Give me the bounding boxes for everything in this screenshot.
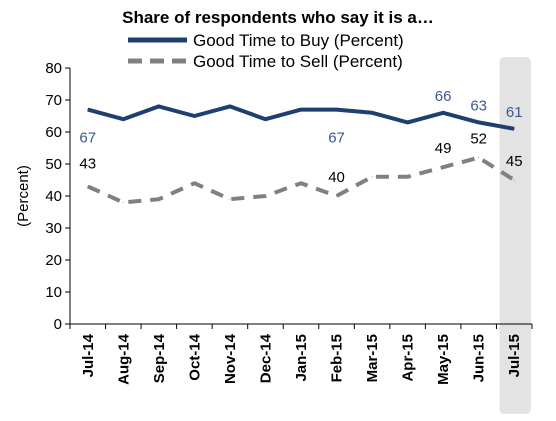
data-point-good-time-to-sell-percent-jul-14 xyxy=(87,185,89,187)
x-tick-label-apr-15: Apr-15 xyxy=(400,334,417,382)
data-label-sell-jul-15: 45 xyxy=(506,153,523,170)
data-point-good-time-to-buy-percent-nov-14 xyxy=(229,105,231,107)
y-tick-label: 60 xyxy=(45,124,62,141)
series-line-good-time-to-sell-percent xyxy=(86,155,516,205)
data-point-good-time-to-sell-percent-aug-14 xyxy=(122,201,124,203)
legend-label-good-time-to-buy-percent: Good Time to Buy (Percent) xyxy=(193,31,404,50)
x-tick-label-oct-14: Oct-14 xyxy=(186,333,203,380)
highlight-band-jul-15 xyxy=(499,57,531,414)
x-tick-label-feb-15: Feb-15 xyxy=(329,334,346,382)
data-point-good-time-to-buy-percent-aug-14 xyxy=(122,118,124,120)
data-label-sell-jun-15: 52 xyxy=(470,131,487,148)
data-point-good-time-to-buy-percent-jul-14 xyxy=(87,109,89,111)
y-axis-label: (Percent) xyxy=(15,165,32,227)
data-point-good-time-to-sell-percent-jul-15 xyxy=(513,179,515,181)
x-tick-label-sep-14: Sep-14 xyxy=(151,333,168,383)
data-label-sell-feb-15: 40 xyxy=(328,169,345,186)
data-point-good-time-to-buy-percent-feb-15 xyxy=(336,109,338,111)
y-tick-label: 30 xyxy=(45,220,62,237)
y-tick-label: 0 xyxy=(54,316,62,333)
chart-title: Share of respondents who say it is a… xyxy=(122,8,434,27)
x-tick-label-mar-15: Mar-15 xyxy=(364,334,381,382)
data-label-buy-jul-15: 61 xyxy=(506,104,523,121)
data-label-sell-may-15: 49 xyxy=(435,140,452,157)
x-tick-label-may-15: May-15 xyxy=(435,334,452,385)
data-point-good-time-to-sell-percent-sep-14 xyxy=(158,198,160,200)
data-point-good-time-to-sell-percent-mar-15 xyxy=(371,176,373,178)
data-point-good-time-to-sell-percent-jun-15 xyxy=(478,157,480,159)
data-point-good-time-to-sell-percent-may-15 xyxy=(442,166,444,168)
data-point-good-time-to-sell-percent-feb-15 xyxy=(336,195,338,197)
data-point-good-time-to-buy-percent-may-15 xyxy=(442,112,444,114)
legend: Good Time to Buy (Percent) Good Time to S… xyxy=(128,31,404,71)
y-tick-label: 10 xyxy=(45,284,62,301)
x-axis: Jul-14 Aug-14 Sep-14 Oct-14 Nov-14 Dec-14 Jan-… xyxy=(69,323,533,385)
x-tick-label-aug-14: Aug-14 xyxy=(115,333,132,384)
x-tick-label-dec-14: Dec-14 xyxy=(257,333,274,383)
x-tick-label-jul-14: Jul-14 xyxy=(80,333,97,377)
data-point-good-time-to-buy-percent-dec-14 xyxy=(264,118,266,120)
series-lines xyxy=(86,104,516,205)
data-point-good-time-to-buy-percent-apr-15 xyxy=(407,121,409,123)
x-tick-label-jul-15: Jul-15 xyxy=(506,334,523,377)
y-tick-label: 40 xyxy=(45,188,62,205)
data-point-good-time-to-sell-percent-jan-15 xyxy=(300,182,302,184)
data-point-good-time-to-buy-percent-jan-15 xyxy=(300,109,302,111)
data-point-good-time-to-buy-percent-jun-15 xyxy=(478,121,480,123)
x-tick-label-nov-14: Nov-14 xyxy=(222,333,239,384)
x-tick-label-jan-15: Jan-15 xyxy=(293,334,310,382)
y-tick-label: 50 xyxy=(45,156,62,173)
legend-label-good-time-to-sell-percent: Good Time to Sell (Percent) xyxy=(193,52,403,71)
data-point-good-time-to-buy-percent-sep-14 xyxy=(158,105,160,107)
data-label-buy-feb-15: 67 xyxy=(328,130,345,147)
x-tick-label-jun-15: Jun-15 xyxy=(471,334,488,382)
data-point-good-time-to-buy-percent-jul-15 xyxy=(513,128,515,130)
data-labels: 67 67 66 63 61 43 40 49 52 45 xyxy=(79,88,522,186)
data-point-good-time-to-sell-percent-dec-14 xyxy=(264,195,266,197)
data-label-buy-jun-15: 63 xyxy=(470,97,487,114)
data-label-buy-may-15: 66 xyxy=(435,88,452,105)
data-point-good-time-to-buy-percent-mar-15 xyxy=(371,112,373,114)
data-label-sell-jul-14: 43 xyxy=(79,155,96,172)
y-tick-label: 80 xyxy=(45,60,62,77)
data-point-good-time-to-buy-percent-oct-14 xyxy=(193,115,195,117)
data-point-good-time-to-sell-percent-oct-14 xyxy=(193,182,195,184)
data-label-buy-jul-14: 67 xyxy=(79,130,96,147)
y-axis: 0 10 20 30 40 50 60 70 80 xyxy=(45,60,71,333)
y-tick-label: 20 xyxy=(45,252,62,269)
y-tick-label: 70 xyxy=(45,92,62,109)
data-point-good-time-to-sell-percent-apr-15 xyxy=(407,176,409,178)
data-point-good-time-to-sell-percent-nov-14 xyxy=(229,198,231,200)
